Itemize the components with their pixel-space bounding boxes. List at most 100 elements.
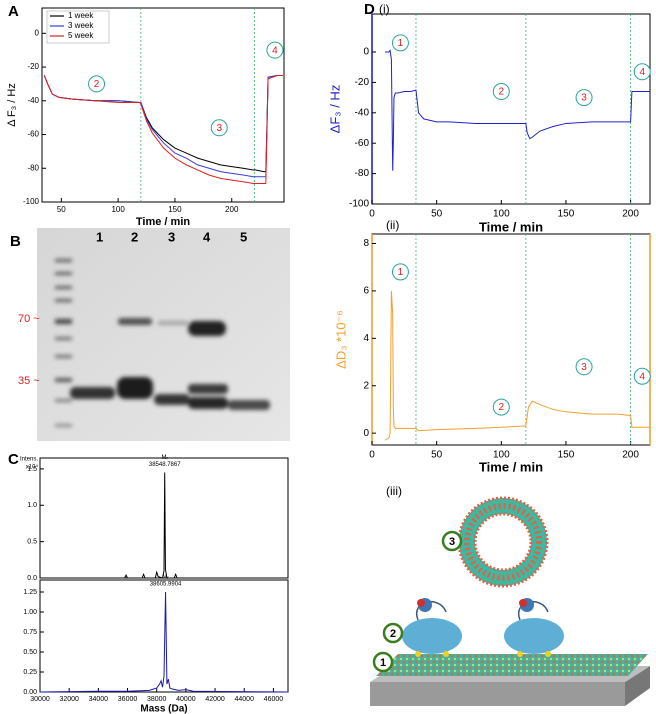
step-label: 4 xyxy=(272,45,278,56)
y-tick-label: -20 xyxy=(27,62,39,71)
y-tick-label: 0.25 xyxy=(23,669,37,676)
y-tick-label: -80 xyxy=(355,168,370,179)
step-badge xyxy=(210,119,228,137)
marker-label: 70 ~ xyxy=(18,313,40,325)
step-label: 2 xyxy=(94,79,100,90)
x-tick-label: 36000 xyxy=(118,696,138,703)
y-tick-label: 0.0 xyxy=(27,575,37,582)
marker-label: 35 ~ xyxy=(18,375,40,387)
y-tick-label: 1.25 xyxy=(23,589,37,596)
step-badge xyxy=(441,530,463,552)
plot-frame xyxy=(371,13,651,205)
data-line xyxy=(384,290,650,441)
peak-label: 38605.9904 xyxy=(150,582,182,588)
y-tick-label: -80 xyxy=(27,163,39,172)
plot-frame xyxy=(39,579,289,693)
y-tick-label: -100 xyxy=(349,199,369,210)
anchor xyxy=(545,651,551,657)
plot-frame xyxy=(41,7,285,203)
y-tick-label: -100 xyxy=(23,197,40,206)
ligand xyxy=(519,599,527,607)
vesicle-outer xyxy=(457,496,549,588)
y-tick-label: 1.00 xyxy=(23,609,37,616)
step-badge xyxy=(633,367,651,385)
plot-frame xyxy=(371,233,651,446)
panel-subtitle: (i) xyxy=(379,2,390,16)
gel-panel: B 1 2 3 4 5 70 ~ 35 ~ xyxy=(10,228,290,441)
peak-label: 38548.7867 xyxy=(149,462,181,468)
panel-subtitle: (ii) xyxy=(386,218,399,232)
x-tick-label: 0 xyxy=(369,209,375,220)
step-badge xyxy=(633,63,651,81)
y-tick-label: -40 xyxy=(27,96,39,105)
vesicle-core xyxy=(464,503,542,581)
x-tick-label: 150 xyxy=(558,209,575,220)
step-badge xyxy=(492,83,510,101)
data-line xyxy=(384,49,650,171)
x-tick-label: 100 xyxy=(493,450,510,461)
slab-side xyxy=(625,666,650,706)
ligand xyxy=(417,599,425,607)
step-badge xyxy=(391,34,409,52)
step-label: 1 xyxy=(398,267,404,278)
protein xyxy=(402,618,462,654)
x-tick-label: 0 xyxy=(369,450,375,461)
step-label: 4 xyxy=(639,67,645,78)
y-tick-label: 0.5 xyxy=(27,538,37,545)
y-tick-label: 1.0 xyxy=(27,502,37,509)
x-tick-label: 200 xyxy=(622,450,639,461)
x-axis-label: Time / min xyxy=(136,216,190,228)
legend-label: 1 week xyxy=(68,11,94,20)
panel-label: D xyxy=(364,1,375,18)
step-label: 4 xyxy=(639,371,645,382)
y-tick-label: 1.5 xyxy=(27,466,37,473)
plot-frame xyxy=(39,457,289,579)
step-badge xyxy=(382,622,404,644)
x-tick-label: 200 xyxy=(225,205,239,214)
anchor xyxy=(443,651,449,657)
lipid-bilayer xyxy=(376,654,648,676)
step-label: 3 xyxy=(216,123,222,134)
protein xyxy=(504,618,564,654)
step-badge xyxy=(575,358,593,376)
data-line xyxy=(43,74,283,178)
lane-label: 4 xyxy=(203,229,211,244)
x-tick-label: 38000 xyxy=(147,696,167,703)
x-tick-label: 150 xyxy=(558,450,575,461)
anchor xyxy=(517,651,523,657)
y-axis-label: ΔF₃ / Hz xyxy=(327,85,342,134)
step-badge xyxy=(372,651,394,673)
step-badge xyxy=(575,89,593,107)
step-badge xyxy=(391,263,409,281)
y-tick-label: 0 xyxy=(363,428,369,439)
anchor xyxy=(415,651,421,657)
diagram-panel: (iii) 1 2 3 xyxy=(370,484,650,706)
legend-label: 5 week xyxy=(68,31,94,40)
legend-label: 3 week xyxy=(68,21,94,30)
y-tick-label: -60 xyxy=(27,130,39,139)
x-tick-label: 40000 xyxy=(176,696,196,703)
step-badge xyxy=(492,398,510,416)
step-label: 3 xyxy=(449,536,455,548)
x-tick-label: 30000 xyxy=(30,696,50,703)
x-tick-label: 50 xyxy=(57,205,66,214)
data-line xyxy=(43,74,283,184)
y-tick-label: -20 xyxy=(355,77,370,88)
y-tick-label: 0.50 xyxy=(23,649,37,656)
y-axis-label: Δ F₃ / Hz xyxy=(6,83,18,127)
x-tick-label: 46000 xyxy=(264,696,284,703)
y-tick-label: 0.00 xyxy=(23,689,37,696)
panel-label: A xyxy=(8,3,19,20)
data-line xyxy=(43,74,283,173)
peak-symbol: Mᵣ xyxy=(161,455,168,461)
data-line xyxy=(39,591,289,693)
y-tick-label: 4 xyxy=(363,333,369,344)
y-tick-label: -60 xyxy=(355,138,370,149)
step-label: 2 xyxy=(390,628,396,640)
lane-label: 5 xyxy=(240,229,247,244)
x-tick-label: 44000 xyxy=(235,696,255,703)
x-tick-label: 150 xyxy=(168,205,182,214)
y-tick-label: -40 xyxy=(355,107,370,118)
x-tick-label: 32000 xyxy=(59,696,79,703)
